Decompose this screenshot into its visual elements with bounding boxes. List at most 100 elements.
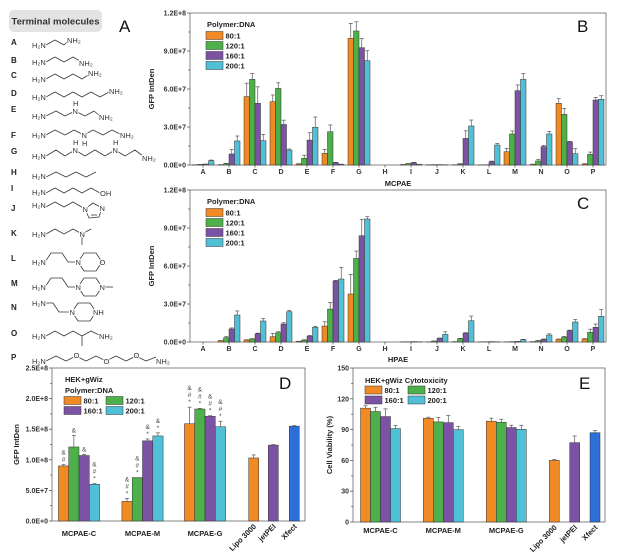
y-tick-label: 150: [337, 366, 349, 373]
bar-200-1: [286, 311, 293, 343]
atom-label: H₂N: [32, 152, 46, 161]
molecule-f: F H₂N N H NH₂: [11, 129, 135, 149]
bar-200-1: [520, 79, 527, 166]
bar-200-1: [260, 140, 267, 166]
atom-label: OH: [100, 189, 111, 198]
y-tick-label: 9.0E+7: [164, 226, 186, 233]
panel-label-a: A: [119, 17, 131, 36]
bar-120-1: [275, 88, 282, 166]
carbon-chain: [45, 187, 101, 194]
x-tick-label: P: [591, 169, 596, 176]
molecule-m: M H₂N N N: [11, 277, 113, 297]
bar-120-1: [197, 164, 204, 166]
molecule-p: P H₂N O O O NH₂: [11, 350, 171, 367]
molecule-n: N H₂N N NH: [11, 298, 105, 322]
legend-swatch: [105, 396, 124, 405]
legend-swatch: [205, 31, 224, 40]
y-tick-label: 2.0E+8: [26, 396, 48, 403]
bar-200-1: [208, 160, 215, 166]
significance-mark: #: [219, 406, 223, 413]
significance-mark: *: [188, 399, 191, 406]
significance-mark: #: [62, 457, 66, 464]
atom-label: N: [73, 146, 78, 155]
control-bar: [569, 442, 580, 523]
x-tick-label: D: [278, 346, 283, 353]
bar-160-1: [540, 339, 547, 343]
legend-swatch: [407, 385, 426, 395]
bar-80-1: [555, 339, 562, 343]
bar-80-1: [321, 325, 328, 343]
legend-label: 120:1: [428, 386, 447, 395]
bar-200-1: [572, 153, 579, 166]
legend-swatch: [205, 218, 224, 227]
legend-label: 120:1: [126, 397, 145, 406]
legend-swatch: [205, 208, 224, 217]
x-tick-label: D: [278, 169, 283, 176]
y-tick-label: 1.0E+8: [26, 457, 48, 464]
bar-120-1: [587, 331, 594, 343]
bar-120-1: [457, 338, 464, 343]
y-tick-label: 30: [341, 489, 349, 496]
bar-200-1: [364, 60, 371, 166]
significance-mark: #: [93, 469, 97, 476]
bar-120-1: [496, 421, 507, 523]
bar-80-1: [243, 339, 250, 343]
control-bar: [289, 425, 300, 522]
legend-label: 80:1: [226, 209, 241, 218]
atom-label: H: [73, 99, 78, 108]
atom-label: N: [70, 308, 75, 317]
y-tick-label: 1.2E+8: [164, 11, 186, 18]
bar-160-1: [202, 163, 209, 166]
bar-120-1: [275, 332, 282, 343]
bar-120-1: [131, 477, 143, 522]
x-axis-label: MCPAE: [385, 179, 412, 188]
atom-label: O: [104, 357, 110, 366]
bar-200-1: [546, 334, 553, 343]
molecule-letter: M: [11, 279, 18, 288]
significance-mark: *: [93, 476, 96, 483]
y-tick-label: 6.0E+7: [164, 87, 186, 94]
x-group-label: MCPAE-C: [363, 526, 398, 535]
atom-label: N: [113, 146, 118, 155]
significance-mark: &: [135, 456, 140, 463]
peg-chain: [45, 355, 157, 362]
legend-label: 160:1: [84, 407, 103, 416]
molecule-d: D H₂N NH₂: [11, 86, 124, 103]
bar-160-1: [78, 455, 90, 522]
legend-swatch: [205, 51, 224, 60]
y-tick-label: 0.0E+0: [164, 163, 186, 170]
y-axis-label: Cell Viability (%): [325, 415, 334, 474]
significance-mark: *: [126, 490, 129, 497]
bar-160-1: [506, 427, 517, 523]
atom-label: O: [74, 351, 80, 360]
bar-200-1: [312, 127, 319, 166]
x-tick-label: G: [356, 346, 362, 353]
significance-mark: &: [187, 385, 192, 392]
x-tick-label: M: [512, 346, 518, 353]
bar-160-1: [254, 333, 261, 343]
bar-80-1: [347, 293, 354, 343]
x-tick-label: I: [410, 346, 412, 353]
control-bar: [549, 460, 560, 523]
molecule-c: C H₂N NH₂: [11, 68, 103, 85]
control-label: jetPEI: [557, 523, 579, 545]
x-tick-label: O: [564, 169, 570, 176]
atom-label: N: [76, 258, 81, 267]
atom-label: N: [100, 204, 105, 213]
y-tick-label: 90: [341, 427, 349, 434]
x-group-label: MCPAE-M: [426, 526, 461, 535]
bar-160-1: [592, 327, 599, 343]
x-tick-label: K: [460, 169, 465, 176]
imidazole-ring: [84, 202, 103, 219]
atom-label: H: [113, 138, 118, 147]
x-group-label: MCPAE-G: [489, 526, 524, 535]
significance-mark: &: [92, 462, 97, 469]
atom-label: H₂N: [32, 283, 46, 292]
carbon-chain: [45, 228, 92, 235]
bar-200-1: [468, 320, 475, 343]
atom-label: H₂N: [32, 131, 46, 140]
bar-200-1: [364, 218, 371, 343]
bar-200-1: [390, 428, 401, 523]
molecule-letter: J: [11, 204, 15, 213]
